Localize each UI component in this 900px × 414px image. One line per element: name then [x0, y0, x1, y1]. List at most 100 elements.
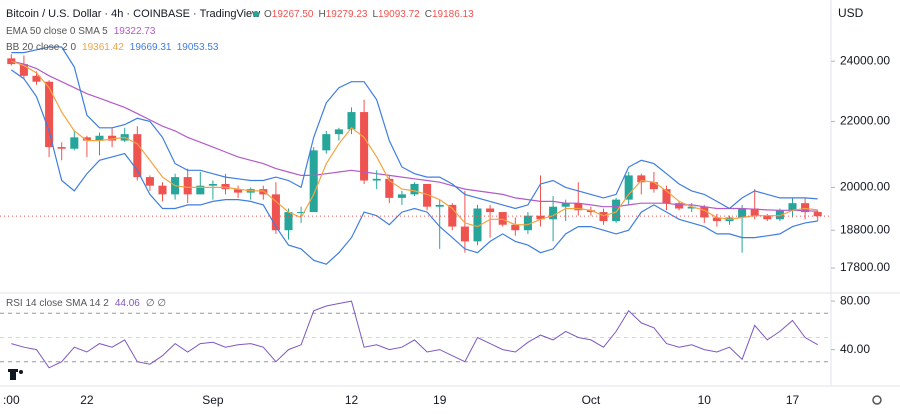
candle-body [32, 75, 41, 82]
indicator-name: EMA 50 close 0 SMA 5 [6, 26, 108, 37]
currency-label[interactable]: USD [838, 6, 864, 20]
x-tick-label: 22 [80, 393, 94, 407]
settings-icon[interactable] [872, 395, 882, 405]
ohlc-label: L [372, 9, 378, 20]
indicator-value: 19053.53 [177, 42, 219, 53]
candle-body [221, 183, 230, 190]
candle-body [372, 178, 381, 181]
candle-body [410, 183, 419, 195]
candle-body [813, 212, 822, 217]
indicator-legend: EMA 50 close 0 SMA 5 19322.73 [6, 26, 156, 37]
candle-body [574, 203, 583, 211]
ohlc-value: 19279.23 [326, 9, 368, 20]
candle-body [108, 135, 117, 141]
candle-body [637, 175, 646, 183]
indicator-name: BB 20 close 2 0 [6, 42, 76, 53]
candle-body [271, 194, 280, 231]
candle-body [738, 208, 747, 218]
indicator-line [10, 69, 818, 265]
y-tick-label: 22000.00 [840, 114, 890, 128]
candle-body [561, 203, 570, 207]
ohlc-values: O19267.50 H19279.23 L19093.72 C19186.13 [264, 9, 474, 20]
candle-body [385, 178, 394, 198]
candle-body [775, 210, 784, 220]
candle-body [662, 189, 671, 204]
candle-body [460, 226, 469, 242]
candle-body [788, 203, 797, 211]
indicator-value: 19669.31 [130, 42, 172, 53]
candle-body [498, 212, 507, 225]
indicator-line [11, 60, 818, 212]
rsi-name: RSI 14 close SMA 14 2 [6, 298, 109, 309]
indicator-value: 19361.42 [82, 42, 124, 53]
indicator-line [11, 46, 818, 210]
chart-title: Bitcoin / U.S. Dollar · 4h · COINBASE · … [6, 8, 260, 20]
candle-body [334, 129, 343, 135]
candle-body [82, 137, 91, 141]
candle-body [208, 183, 217, 186]
candle-body [234, 189, 243, 193]
x-tick-label: 10 [698, 393, 712, 407]
indicator-line [11, 60, 818, 228]
candle-body [397, 194, 406, 198]
candle-body [435, 204, 444, 207]
candle-body [675, 203, 684, 209]
x-tick-label: 17 [786, 393, 800, 407]
ohlc-value: 19186.13 [432, 9, 474, 20]
rsi-line [11, 300, 818, 369]
ohlc-value: 19093.72 [378, 9, 420, 20]
candle-body [45, 81, 54, 148]
x-tick-label: 12 [345, 393, 359, 407]
candle-body [599, 212, 608, 222]
candle-body [284, 212, 293, 231]
candle-body [801, 203, 810, 213]
candle-body [763, 215, 772, 220]
x-tick-label: Sep [202, 393, 224, 407]
candle-body [687, 206, 696, 209]
candle-body [586, 210, 595, 213]
candle-body [536, 215, 545, 220]
candle-body [322, 134, 331, 151]
candle-body [145, 177, 154, 186]
x-tick-label: Oct [582, 393, 601, 407]
candle-body [712, 217, 721, 222]
y-tick-label: 18800.00 [840, 222, 890, 236]
candle-body [750, 208, 759, 216]
x-tick-label: :00 [3, 393, 20, 407]
y-tick-label: 17800.00 [840, 260, 890, 274]
candle-body [19, 64, 28, 76]
candle-body [511, 224, 520, 231]
candle-body [486, 208, 495, 213]
candle-body [95, 135, 104, 141]
y-tick-label: 40.00 [840, 342, 870, 356]
indicator-value: 19322.73 [114, 26, 156, 37]
candle-body [297, 212, 306, 214]
rsi-na: ∅ ∅ [146, 298, 166, 309]
candle-body [523, 215, 532, 231]
candle-body [158, 185, 167, 195]
candle-body [196, 185, 205, 195]
candle-body [612, 199, 621, 222]
ohlc-label: H [319, 9, 326, 20]
y-tick-label: 80.00 [840, 293, 870, 307]
candle-body [549, 206, 558, 220]
candle-body [624, 175, 633, 200]
indicator-legend: BB 20 close 2 0 19361.42 19669.31 19053.53 [6, 42, 219, 53]
ohlc-label: C [425, 9, 432, 20]
candle-body [57, 147, 66, 149]
candle-body [133, 134, 142, 178]
candle-body [309, 150, 318, 213]
rsi-legend: RSI 14 close SMA 14 2 44.06 ∅ ∅ [6, 298, 166, 309]
candle-body [700, 206, 709, 218]
x-tick-label: 19 [433, 393, 447, 407]
ohlc-label: O [264, 9, 272, 20]
y-tick-label: 20000.00 [840, 180, 890, 194]
rsi-value: 44.06 [115, 298, 140, 309]
ohlc-value: 19267.50 [272, 9, 314, 20]
candle-body [423, 183, 432, 207]
candle-body [259, 189, 268, 195]
status-dot [253, 11, 259, 17]
tv-logo [8, 369, 23, 380]
